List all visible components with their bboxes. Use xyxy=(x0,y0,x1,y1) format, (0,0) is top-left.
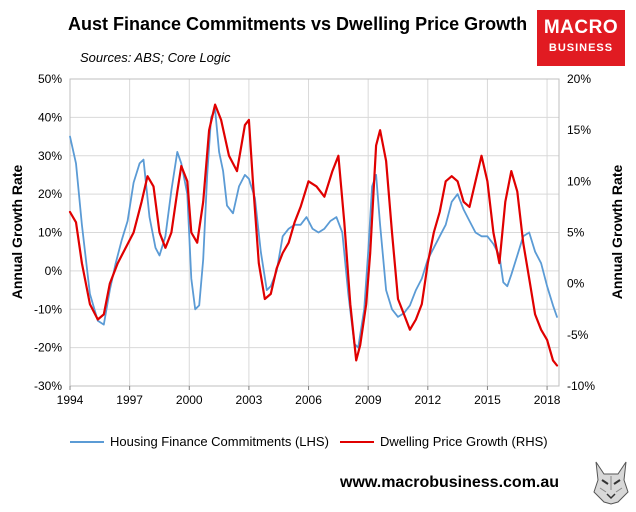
y-tick-label-right: 15% xyxy=(567,123,591,137)
legend-item-rhs: Dwelling Price Growth (RHS) xyxy=(340,434,548,449)
chart-title: Aust Finance Commitments vs Dwelling Pri… xyxy=(68,14,528,34)
y-tick-label-left: 10% xyxy=(38,226,62,240)
x-tick-label: 2015 xyxy=(474,393,501,407)
y-tick-label-right: 0% xyxy=(567,277,585,291)
chart-grid xyxy=(69,78,559,387)
x-tick-label: 1997 xyxy=(116,393,143,407)
macrobusiness-logo: MACRO BUSINESS xyxy=(537,10,625,66)
y-tick-label-right: 5% xyxy=(567,226,585,240)
y-tick-label-left: -30% xyxy=(34,379,62,393)
x-tick-label: 1994 xyxy=(57,393,84,407)
y-axis-label-left: Annual Growth Rate xyxy=(9,165,25,300)
y-tick-label-left: -20% xyxy=(34,341,62,355)
y-tick-label-left: 20% xyxy=(38,187,62,201)
x-tick-label: 2009 xyxy=(355,393,382,407)
y-tick-label-left: -10% xyxy=(34,302,62,316)
y-axis-label-right: Annual Growth Rate xyxy=(609,165,625,300)
chart-series xyxy=(68,103,559,367)
y-tick-label-left: 30% xyxy=(38,149,62,163)
legend-item-lhs: Housing Finance Commitments (LHS) xyxy=(70,434,329,449)
y-tick-label-left: 40% xyxy=(38,110,62,124)
x-tick-label: 2018 xyxy=(534,393,561,407)
footer-url: www.macrobusiness.com.au xyxy=(340,474,560,491)
wolf-icon xyxy=(590,458,632,506)
legend-label-rhs: Dwelling Price Growth (RHS) xyxy=(380,434,548,449)
plot-frame xyxy=(69,78,560,387)
y-tick-label-right: -10% xyxy=(567,379,595,393)
x-tick-label: 2000 xyxy=(176,393,203,407)
series-line-dwelling-price xyxy=(68,103,559,367)
legend-swatch-lhs xyxy=(70,440,104,443)
y-tick-label-right: -5% xyxy=(567,328,589,342)
y-tick-label-left: 0% xyxy=(45,264,63,278)
logo-line-2: BUSINESS xyxy=(548,42,614,54)
y-tick-label-right: 10% xyxy=(567,174,591,188)
x-tick-label: 2006 xyxy=(295,393,322,407)
y-tick-label-left: 50% xyxy=(38,72,62,86)
chart-sources: Sources: ABS; Core Logic xyxy=(80,50,231,65)
x-tick-label: 2012 xyxy=(414,393,441,407)
y-tick-label-right: 20% xyxy=(567,72,591,86)
series-line-housing-finance xyxy=(69,108,558,349)
x-tick-label: 2003 xyxy=(236,393,263,407)
logo-line-1: MACRO xyxy=(543,17,619,38)
legend-swatch-rhs xyxy=(340,440,374,443)
chart-axes: -30% -20% -10% 0% 10% 20% 30% 40% 50% -10% -5% 0% 5%… xyxy=(34,72,595,407)
legend-label-lhs: Housing Finance Commitments (LHS) xyxy=(110,434,329,449)
